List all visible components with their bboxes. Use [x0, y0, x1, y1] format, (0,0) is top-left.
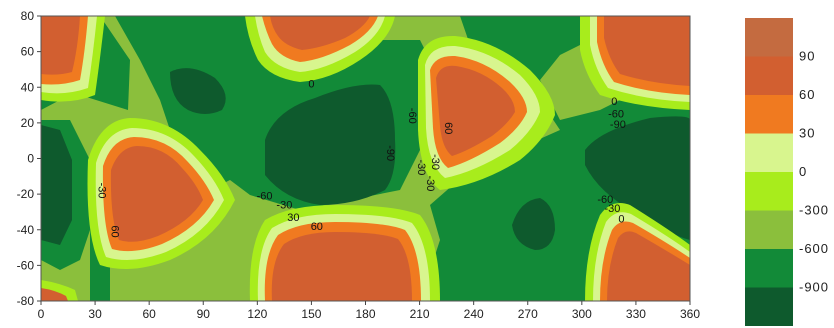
contour-label: -60	[406, 108, 418, 124]
contour-label: -60	[597, 194, 613, 206]
high-bm-b90	[271, 232, 412, 301]
colorbar: 90 60 30 0 -300 -600 -900	[745, 18, 829, 326]
contour-label: -30	[424, 175, 436, 191]
y-tick-label: -40	[17, 223, 35, 237]
colorbar-band	[745, 56, 793, 95]
high-rm-b90	[436, 65, 515, 156]
y-tick-label: 40	[21, 80, 35, 94]
low-bottom-mid	[512, 198, 555, 250]
x-tick-label: 210	[410, 307, 430, 321]
colorbar-label: -600	[799, 241, 829, 256]
high-um-b90	[270, 16, 370, 50]
contour-label: 30	[287, 212, 299, 224]
colorbar-band	[745, 210, 793, 249]
colorbar-band	[745, 172, 793, 211]
contour-label: -90	[384, 145, 396, 161]
low-right	[585, 116, 690, 240]
contour-label: 60	[311, 221, 323, 233]
x-tick-label: 330	[626, 307, 646, 321]
high-ll-b90	[110, 146, 203, 242]
y-tick-label: -80	[17, 294, 35, 308]
low-upper-left	[170, 68, 226, 114]
x-tick-label: 90	[197, 307, 211, 321]
high-ur-b90	[604, 16, 690, 86]
contour-label: -30	[415, 159, 427, 175]
x-tick-label: 30	[88, 307, 102, 321]
x-tick-label: 180	[355, 307, 375, 321]
axes: 0 30 60 90 120 150 180 210 240 270 300 330 360806040…	[17, 9, 701, 321]
colorbar-label: -300	[799, 203, 829, 218]
high-llc-b90	[41, 288, 68, 301]
contour-label: -30	[429, 154, 441, 170]
contour-label: 60	[108, 225, 120, 237]
colorbar-label: 30	[799, 126, 815, 141]
contour-label: 0	[611, 96, 617, 108]
x-tick-label: 240	[464, 307, 484, 321]
high-lr-b90	[607, 231, 690, 301]
colorbar-band	[745, 18, 793, 57]
colorbar-band	[745, 287, 793, 326]
plot-area	[41, 16, 690, 301]
colorbar-label: 60	[799, 87, 815, 102]
contour-label: -30	[605, 203, 621, 215]
y-tick-label: 20	[21, 116, 35, 130]
low-left	[41, 125, 72, 245]
y-tick-label: 80	[21, 9, 35, 23]
y-tick-label: -60	[17, 258, 35, 272]
high-ul-b90	[41, 16, 80, 75]
x-tick-label: 150	[301, 307, 321, 321]
contour-labels: 0-6060-90-30-30-300-60-90-3060-60-303060…	[96, 78, 626, 237]
x-tick-label: 270	[518, 307, 538, 321]
contour-label: 0	[308, 78, 314, 90]
contour-label: 0	[618, 214, 624, 226]
contour-label: -90	[610, 119, 626, 131]
x-tick-label: 60	[142, 307, 156, 321]
colorbar-label: 90	[799, 49, 815, 64]
contour-label: 60	[442, 122, 454, 134]
low-center	[265, 84, 396, 205]
colorbar-band	[745, 133, 793, 172]
colorbar-label: 0	[799, 164, 807, 179]
y-tick-label: 0	[27, 152, 34, 166]
x-tick-label: 300	[572, 307, 592, 321]
x-tick-label: 120	[247, 307, 267, 321]
colorbar-bands	[745, 18, 793, 326]
contour-label: -60	[257, 190, 273, 202]
colorbar-label: -900	[799, 280, 829, 295]
colorbar-labels: 90 60 30 0 -300 -600 -900	[799, 49, 829, 295]
colorbar-band	[745, 95, 793, 134]
x-tick-label: 360	[680, 307, 700, 321]
contour-label: -30	[96, 183, 108, 199]
contour-label: -30	[276, 199, 292, 211]
contour-label: -60	[608, 109, 624, 121]
y-tick-label: 60	[21, 45, 35, 59]
x-tick-label: 0	[38, 307, 45, 321]
y-tick-label: -20	[17, 187, 35, 201]
colorbar-band	[745, 249, 793, 288]
